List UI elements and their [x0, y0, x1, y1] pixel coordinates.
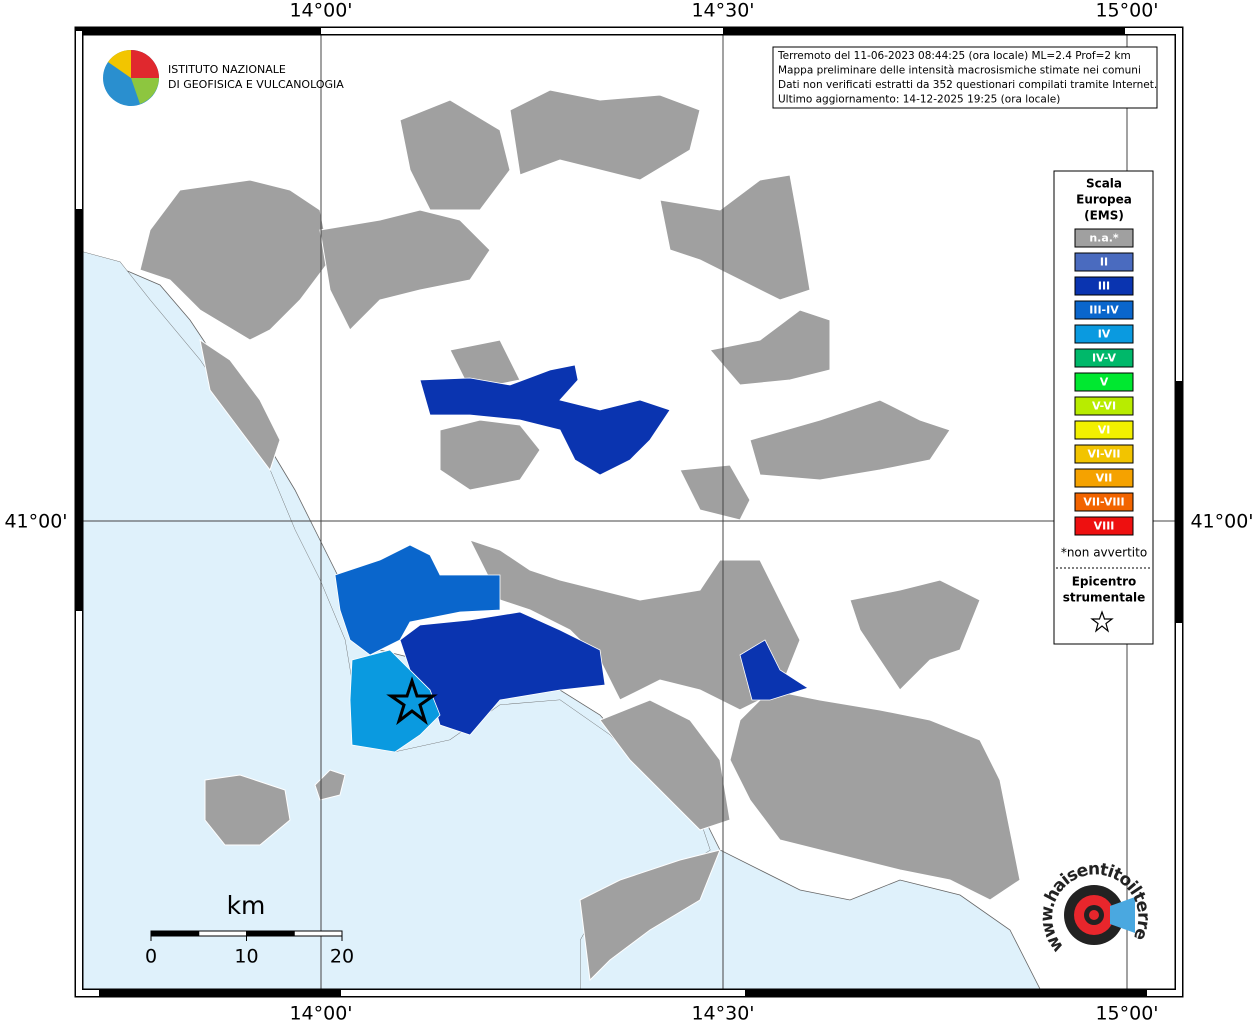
- legend-title: Scala: [1086, 177, 1122, 191]
- legend-label: III: [1098, 280, 1110, 293]
- legend-label: II: [1100, 256, 1108, 269]
- scale-segment: [293, 930, 343, 937]
- legend-label: VIII: [1094, 520, 1115, 533]
- frame: [74, 26, 1184, 998]
- info-line: Mappa preliminare delle intensità macros…: [778, 65, 1141, 77]
- legend-swatch: [1074, 372, 1134, 392]
- legend-swatch: [1074, 396, 1134, 416]
- legend-swatch: [1074, 228, 1134, 248]
- info-line: Terremoto del 11-06-2023 08:44:25 (ora l…: [777, 50, 1131, 62]
- info-line: Dati non verificati estratti da 352 ques…: [778, 79, 1157, 91]
- legend-label: IV: [1098, 328, 1111, 341]
- lon-label: 14°00': [289, 1003, 352, 1025]
- legend-swatch: [1074, 324, 1134, 344]
- legend-label: III-IV: [1089, 304, 1119, 317]
- legend-swatch: [1074, 300, 1134, 320]
- scale-label: 10: [234, 946, 258, 968]
- info-line: Ultimo aggiornamento: 14-12-2025 19:25 (…: [778, 94, 1060, 106]
- legend-swatch: [1074, 444, 1134, 464]
- legend-label: IV-V: [1092, 352, 1117, 365]
- scale-segment: [150, 930, 200, 937]
- legend-label: VII: [1096, 472, 1113, 485]
- legend-label: VII-VIII: [1083, 496, 1124, 509]
- scale-segment: [246, 930, 295, 937]
- info-box: [772, 46, 1158, 109]
- legend-swatch: [1074, 516, 1134, 536]
- scale-unit: km: [227, 891, 266, 920]
- legend-swatch: [1074, 348, 1134, 368]
- epicenter-star: [386, 676, 438, 726]
- legend-epicenter: strumentale: [1063, 591, 1146, 605]
- scale-segment: [198, 930, 247, 937]
- legend-swatch: [1074, 252, 1134, 272]
- logo-text: DI GEOFISICA E VULCANOLOGIA: [168, 78, 344, 91]
- lon-label: 14°00': [289, 0, 352, 22]
- legend-title: (EMS): [1084, 209, 1124, 223]
- scale-label: 0: [145, 946, 157, 968]
- lon-label: 15°00': [1095, 0, 1158, 22]
- legend-title: Europea: [1076, 193, 1132, 207]
- legend-label: VI: [1098, 424, 1111, 437]
- scale-label: 20: [330, 946, 354, 968]
- lon-label: 15°00': [1095, 1003, 1158, 1025]
- legend-label: V: [1100, 376, 1109, 389]
- logo-text: ISTITUTO NAZIONALE: [168, 63, 286, 76]
- legend-star: [1090, 610, 1114, 633]
- legend-swatch: [1074, 468, 1134, 488]
- lat-label: 41°00': [4, 511, 67, 533]
- legend-swatch: [1074, 492, 1134, 512]
- legend-label: n.a.*: [1089, 232, 1119, 245]
- ingv-logo: ISTITUTO NAZIONALE DI GEOFISICA E VULCAN…: [103, 49, 344, 106]
- legend-swatch: [1074, 420, 1134, 440]
- legend-swatch: [1074, 276, 1134, 296]
- comuni-intensity: [334, 364, 809, 753]
- lon-label: 14°30': [691, 0, 754, 22]
- lat-label: 41°00': [1190, 511, 1253, 533]
- lon-label: 14°30': [691, 1003, 754, 1025]
- legend-label: VI-VII: [1087, 448, 1120, 461]
- scale-bar: km 0 10 20: [145, 891, 354, 968]
- comuni-na: [139, 89, 1021, 982]
- legend-label: V-VI: [1092, 400, 1116, 413]
- legend-epicenter: Epicentro: [1072, 575, 1137, 589]
- legend-note: *non avvertito: [1061, 546, 1147, 560]
